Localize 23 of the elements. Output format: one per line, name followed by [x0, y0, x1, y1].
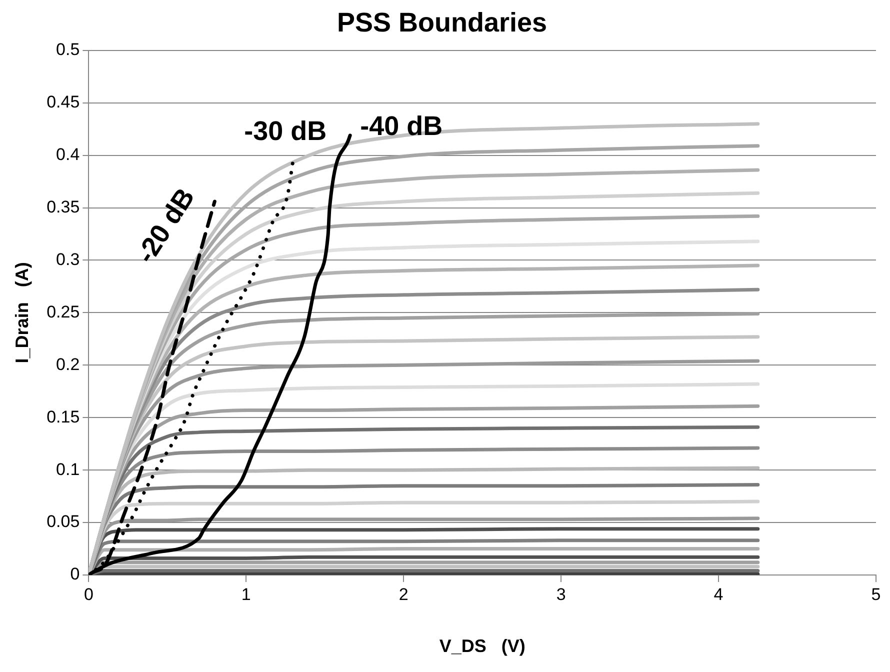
series-label: -40 dB	[360, 110, 443, 141]
y-tick-label: 0.15	[46, 407, 80, 426]
y-tick-label: 0.5	[56, 40, 80, 60]
y-tick-label: 0.25	[46, 302, 80, 322]
x-tick-label: 3	[556, 584, 566, 604]
x-tick-label: 1	[241, 584, 251, 604]
x-axis-title: V_DS (V)	[439, 636, 526, 656]
y-tick-label: 0.35	[46, 197, 80, 216]
x-tick-label: 4	[714, 584, 724, 604]
series-label: -30 dB	[244, 116, 327, 146]
y-axis-title: I_Drain (A)	[12, 262, 32, 364]
x-tick-label: 2	[398, 584, 408, 604]
text: -20 dB	[130, 182, 200, 268]
y-tick-label: 0.1	[56, 460, 80, 479]
y-tick-label: 0	[70, 564, 80, 584]
y-tick-label: 0.3	[56, 250, 80, 269]
y-tick-label: 0.4	[56, 145, 80, 164]
y-tick-label: 0.05	[46, 512, 80, 532]
y-tick-label: 0.2	[56, 354, 80, 374]
chart-title: PSS Boundaries	[336, 8, 548, 38]
y-tick-label: 0.45	[46, 92, 80, 112]
x-tick-label: 0	[84, 584, 94, 604]
x-tick-label: 5	[871, 584, 881, 604]
